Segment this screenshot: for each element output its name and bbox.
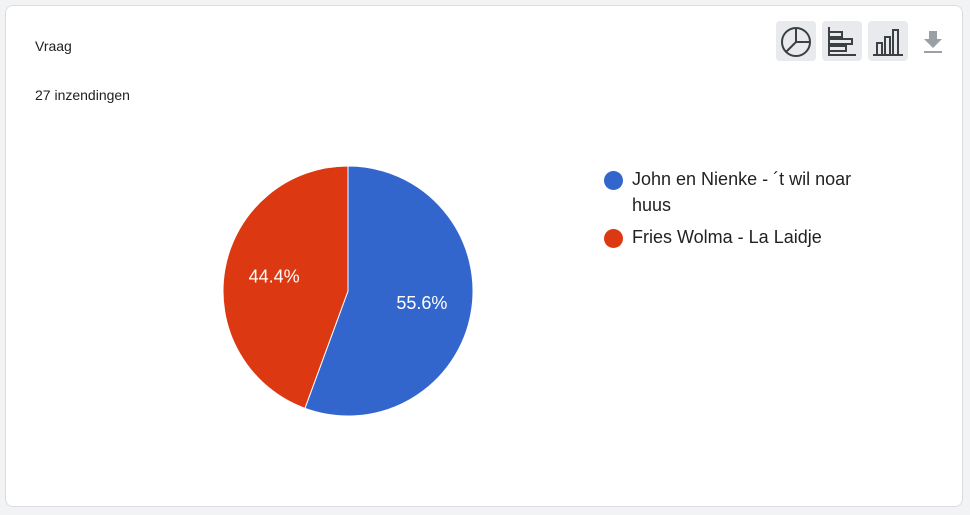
response-count: 27 inzendingen <box>35 87 130 103</box>
legend-label: John en Nienke - ´t wil noar huus <box>632 169 852 215</box>
legend-entry: John en Nienke - ´t wil noar huus <box>604 166 854 218</box>
bar-chart-button[interactable] <box>822 21 862 61</box>
legend-swatch <box>604 171 623 190</box>
legend-swatch <box>604 229 623 248</box>
column-chart-button[interactable] <box>868 21 908 61</box>
legend-entry: Fries Wolma - La Laidje <box>604 224 854 250</box>
legend-label: Fries Wolma - La Laidje <box>632 227 822 247</box>
response-card: Vraag 27 inzendingen John en Nienke - ´t… <box>5 5 963 507</box>
pie-chart-button[interactable] <box>776 21 816 61</box>
question-title: Vraag <box>35 38 72 54</box>
legend: John en Nienke - ´t wil noar huus Fries W… <box>604 166 854 256</box>
download-button[interactable] <box>918 26 948 56</box>
